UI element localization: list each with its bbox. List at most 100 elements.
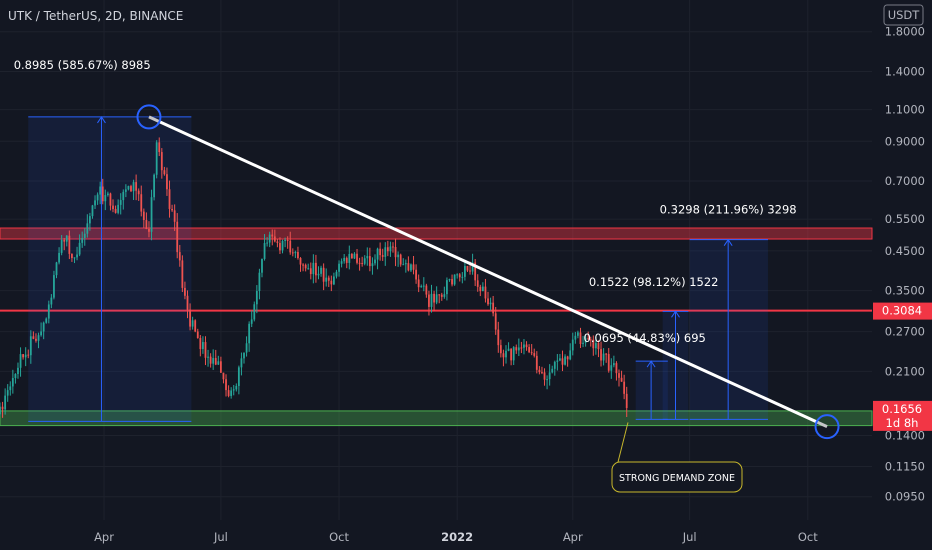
- candle-body: [499, 345, 502, 354]
- candle-body: [17, 367, 19, 374]
- candle-body: [176, 221, 179, 253]
- candle-body: [248, 323, 251, 344]
- price-tag-bg: [873, 302, 932, 320]
- candle-body: [302, 264, 304, 266]
- candle-body: [232, 389, 235, 391]
- candle-body: [130, 186, 132, 192]
- candle-body: [219, 361, 222, 373]
- symbol-title: UTK / TetherUS, 2D, BINANCE: [8, 9, 183, 23]
- touch-circle: [136, 104, 162, 130]
- candle-body: [422, 285, 425, 287]
- candle-body: [106, 193, 109, 196]
- candle-body: [448, 279, 451, 281]
- y-tick-label: 1.8000: [885, 25, 925, 39]
- candle-body: [145, 220, 148, 229]
- candle-body: [127, 186, 130, 190]
- candle-body: [533, 353, 536, 356]
- candle-body: [327, 277, 330, 281]
- candle-body: [407, 263, 410, 271]
- candle-body: [340, 261, 343, 264]
- candle-body: [489, 302, 492, 305]
- candle-body: [469, 270, 471, 272]
- candle-body: [212, 358, 215, 364]
- candle-body: [394, 246, 397, 258]
- candle-body: [487, 298, 489, 305]
- candle-body: [83, 233, 86, 239]
- candle-body: [11, 378, 14, 387]
- candle-body: [543, 372, 546, 380]
- y-tick-label: 0.5500: [885, 212, 925, 226]
- candle-body: [235, 385, 238, 390]
- candle-body: [594, 343, 597, 349]
- candle-body: [160, 152, 163, 171]
- measure-label: 0.0695 (44.83%) 695: [584, 331, 706, 345]
- candle-body: [430, 293, 433, 307]
- x-tick-label: Apr: [563, 530, 583, 544]
- candle-body: [625, 393, 628, 408]
- callout-text: STRONG DEMAND ZONE: [619, 473, 735, 484]
- candle-body: [158, 142, 161, 153]
- candle-body: [612, 363, 615, 366]
- candle-body: [273, 236, 276, 242]
- candle-body: [76, 254, 78, 258]
- price-axis[interactable]: 1.8000 1.4000 1.1000 0.9000 0.7000 0.5500 0.45…: [873, 25, 932, 504]
- currency-button-label[interactable]: USDT: [888, 8, 921, 22]
- candle-body: [476, 280, 479, 287]
- candle-body: [230, 390, 233, 396]
- candle-body: [571, 339, 574, 351]
- candle-body: [561, 358, 564, 365]
- candle-body: [227, 390, 230, 396]
- candle-body: [402, 264, 405, 266]
- y-tick-label: 0.0950: [885, 490, 925, 504]
- resistance-zone: [0, 227, 873, 240]
- candle-body: [214, 358, 217, 365]
- candle-body: [320, 267, 322, 274]
- candle-body: [250, 319, 253, 324]
- candle-body: [9, 386, 12, 391]
- candle-body: [268, 234, 271, 243]
- candle-body: [255, 290, 258, 305]
- candle-body: [253, 304, 256, 320]
- price-tag-sublabel: 1d 8h: [886, 416, 919, 430]
- x-tick-label: Oct: [798, 530, 818, 544]
- candle-body: [605, 353, 608, 355]
- y-tick-label: 0.7000: [885, 174, 925, 188]
- candle-body: [366, 256, 369, 259]
- candle-body: [517, 347, 520, 351]
- candle-body: [140, 194, 143, 212]
- currency-button-frame[interactable]: [883, 4, 924, 26]
- candle-body: [276, 241, 279, 243]
- candle-body: [271, 234, 274, 237]
- time-axis[interactable]: Apr Jul Oct 2022 Apr Jul Oct: [94, 530, 818, 544]
- candle-body: [461, 276, 464, 278]
- candle-body: [119, 200, 122, 205]
- candle-body: [1, 406, 4, 410]
- candle-body: [289, 240, 292, 253]
- candle-body: [620, 377, 623, 382]
- candle-body: [386, 247, 389, 252]
- currency-button[interactable]: USDT: [883, 4, 924, 26]
- candle-body: [433, 293, 435, 303]
- candle-body: [137, 190, 140, 195]
- candle-body: [29, 336, 32, 356]
- candle-body: [379, 248, 382, 256]
- candle-body: [78, 242, 81, 255]
- candle-body: [55, 262, 58, 276]
- candle-body: [281, 240, 284, 251]
- candle-body: [397, 254, 400, 258]
- candle-body: [263, 243, 266, 259]
- candle-body: [309, 268, 312, 275]
- candle-body: [184, 287, 186, 296]
- x-tick-label: Apr: [94, 530, 114, 544]
- candle-body: [404, 263, 407, 265]
- candle-body: [412, 264, 415, 270]
- candle-body: [615, 363, 618, 374]
- candle-body: [410, 264, 412, 271]
- candle-body: [191, 320, 194, 327]
- candle-body: [114, 209, 117, 213]
- candle-body: [541, 372, 543, 374]
- candle-body: [202, 342, 204, 350]
- candle-body: [124, 189, 127, 192]
